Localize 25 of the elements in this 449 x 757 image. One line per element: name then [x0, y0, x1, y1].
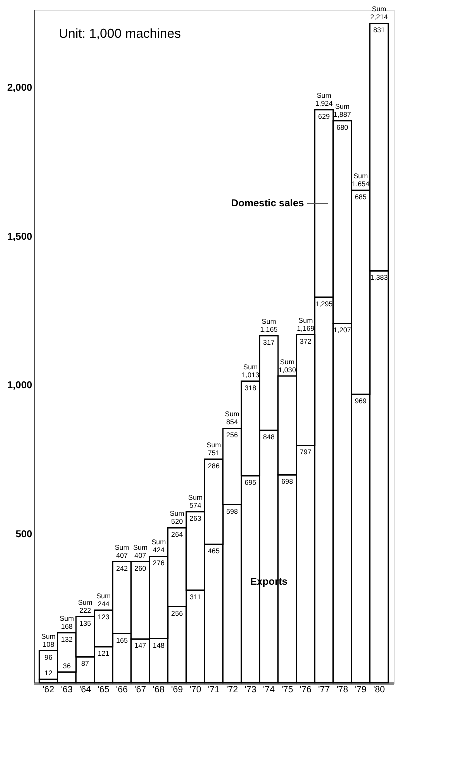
- x-tick-label: '76: [300, 684, 312, 694]
- x-tick-label: '62: [42, 684, 55, 694]
- x-tick-label: '75: [282, 684, 294, 694]
- x-tick-label: '67: [134, 684, 146, 694]
- x-tick-label: '70: [190, 684, 202, 694]
- x-tick-label: '65: [98, 684, 110, 694]
- annotation: Unit: 1,000 machines: [59, 26, 182, 41]
- series-label: Domestic sales: [231, 198, 305, 210]
- y-tick-label: 500: [16, 530, 33, 541]
- x-tick-label: '68: [153, 684, 165, 694]
- y-tick-label: 2,000: [7, 82, 33, 94]
- x-tick-label: '80: [373, 684, 386, 694]
- x-tick-label: '73: [244, 684, 257, 694]
- x-tick-label: '71: [208, 684, 220, 694]
- y-tick-label: 1,500: [7, 232, 33, 243]
- x-tick-label: '64: [80, 684, 92, 694]
- x-tick-label: '79: [355, 684, 367, 694]
- x-tick-label: '66: [116, 684, 128, 694]
- y-tick-label: 1,000: [7, 380, 33, 392]
- x-tick-label: '74: [263, 684, 275, 694]
- x-tick-label: '63: [61, 684, 73, 694]
- x-tick-label: '69: [171, 684, 184, 694]
- x-tick-label: '72: [226, 684, 238, 694]
- x-tick-label: '78: [336, 684, 348, 694]
- x-tick-label: '77: [318, 684, 330, 694]
